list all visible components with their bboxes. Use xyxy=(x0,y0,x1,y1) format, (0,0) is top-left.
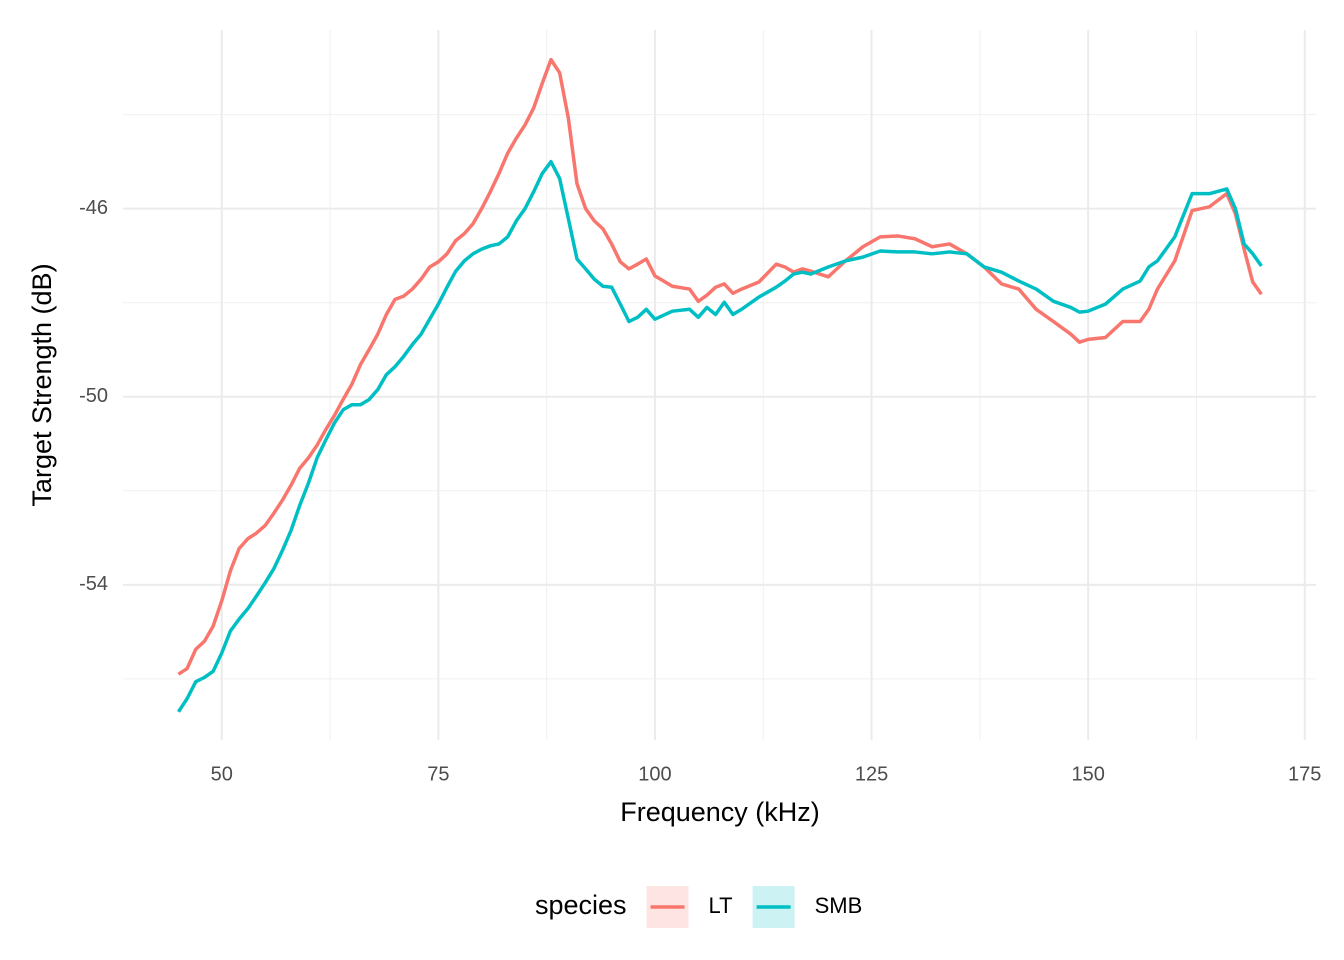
y-tick-label: -54 xyxy=(79,573,108,595)
legend-label: LT xyxy=(709,893,733,918)
y-tick-label: -46 xyxy=(79,197,108,219)
x-tick-label: 150 xyxy=(1071,763,1104,785)
x-tick-label: 75 xyxy=(427,763,449,785)
x-tick-label: 175 xyxy=(1288,763,1321,785)
legend: species LT SMB xyxy=(535,886,862,928)
x-axis-title: Frequency (kHz) xyxy=(620,797,820,827)
y-axis-title: Target Strength (dB) xyxy=(27,263,57,506)
series-line xyxy=(177,57,1263,676)
legend-title: species xyxy=(535,890,627,920)
grid xyxy=(123,30,1316,740)
legend-label: SMB xyxy=(815,893,863,918)
y-tick-label: -50 xyxy=(79,385,108,407)
x-tick-label: 125 xyxy=(855,763,888,785)
x-tick-label: 50 xyxy=(211,763,233,785)
x-tick-label: 100 xyxy=(638,763,671,785)
series-line xyxy=(176,159,1263,713)
